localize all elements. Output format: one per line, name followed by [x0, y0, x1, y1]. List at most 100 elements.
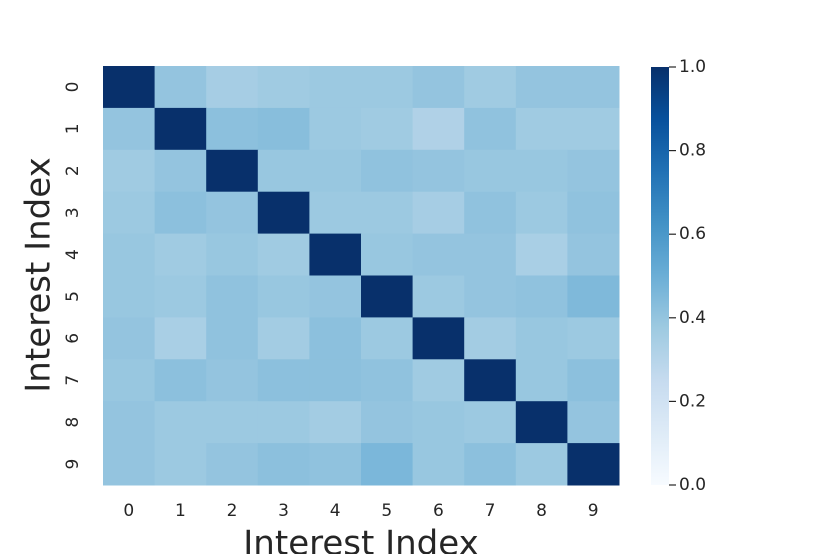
- heatmap-cell: [309, 233, 362, 276]
- x-tick-label: 8: [536, 501, 547, 521]
- heatmap-cell: [103, 149, 156, 193]
- heatmap-cell: [412, 191, 465, 235]
- heatmap-cell: [154, 401, 207, 444]
- heatmap-cell: [154, 66, 207, 109]
- heatmap-cell: [206, 191, 259, 235]
- heatmap-cell: [154, 443, 207, 486]
- heatmap-cell: [361, 149, 414, 193]
- heatmap-cell: [361, 191, 414, 235]
- colorbar-tick-label: 0.0: [679, 475, 706, 495]
- heatmap-cell: [103, 359, 156, 402]
- heatmap-cell: [412, 443, 465, 486]
- heatmap-cell: [515, 149, 568, 193]
- colorbar: [651, 67, 669, 485]
- heatmap-cell: [515, 107, 568, 151]
- heatmap-cell: [567, 149, 620, 193]
- heatmap-cell: [154, 233, 207, 276]
- y-tick-label: 9: [63, 459, 83, 470]
- heatmap-cell: [206, 233, 259, 276]
- colorbar-tick-label: 0.8: [679, 141, 706, 161]
- y-tick-label: 2: [63, 165, 83, 176]
- x-tick-label: 3: [278, 501, 289, 521]
- heatmap-cell: [257, 275, 310, 318]
- heatmap-cell: [567, 359, 620, 402]
- heatmap-cell: [103, 275, 156, 318]
- heatmap-cell: [515, 191, 568, 235]
- x-tick-label: 6: [433, 501, 444, 521]
- heatmap-cell: [361, 233, 414, 276]
- heatmap-cell: [515, 275, 568, 318]
- colorbar-tick-label: 1.0: [679, 57, 706, 77]
- heatmap-cell: [309, 443, 362, 486]
- heatmap-cell: [309, 275, 362, 318]
- heatmap-cell: [567, 233, 620, 276]
- heatmap-cell: [206, 275, 259, 318]
- heatmap-cell: [464, 443, 517, 486]
- heatmap-cell: [567, 401, 620, 444]
- heatmap-cell: [567, 191, 620, 235]
- heatmap-cell: [412, 317, 465, 360]
- heatmap-cell: [412, 233, 465, 276]
- y-tick-label: 7: [63, 375, 83, 386]
- heatmap-cell: [567, 443, 620, 486]
- heatmap-cell: [515, 359, 568, 402]
- heatmap-cell: [412, 66, 465, 109]
- y-tick-label: 8: [63, 417, 83, 428]
- heatmap-cell: [567, 317, 620, 360]
- heatmap-cell: [515, 443, 568, 486]
- y-tick-label: 5: [63, 291, 83, 302]
- x-tick-label: 0: [123, 501, 134, 521]
- heatmap-cell: [464, 275, 517, 318]
- heatmap-cell: [412, 359, 465, 402]
- heatmap-cell: [361, 107, 414, 151]
- heatmap-cell: [206, 443, 259, 486]
- x-tick-label: 9: [588, 501, 599, 521]
- heatmap-cell: [412, 107, 465, 151]
- heatmap-cell: [464, 233, 517, 276]
- heatmap-cell: [464, 401, 517, 444]
- heatmap-cell: [515, 66, 568, 109]
- heatmap-cell: [257, 149, 310, 193]
- heatmap-cell: [567, 66, 620, 109]
- heatmap-cell: [515, 233, 568, 276]
- heatmap-cell: [103, 107, 156, 151]
- x-tick-label: 4: [330, 501, 341, 521]
- heatmap-cell: [412, 401, 465, 444]
- heatmap-cell: [309, 66, 362, 109]
- colorbar-tick-label: 0.4: [679, 308, 706, 328]
- heatmap-cell: [309, 401, 362, 444]
- heatmap-cell: [361, 401, 414, 444]
- heatmap-cell: [257, 66, 310, 109]
- y-tick-label: 0: [63, 82, 83, 93]
- heatmap-cell: [154, 359, 207, 402]
- y-tick-label: 1: [63, 123, 83, 134]
- heatmap-cell: [103, 191, 156, 235]
- y-tick-label: 4: [63, 249, 83, 260]
- heatmap-cell: [464, 66, 517, 109]
- heatmap-cell: [154, 317, 207, 360]
- colorbar-tick-label: 0.6: [679, 224, 706, 244]
- heatmap-cell: [257, 443, 310, 486]
- x-tick-label: 1: [175, 501, 186, 521]
- heatmap-cell: [309, 359, 362, 402]
- heatmap-cell: [206, 359, 259, 402]
- heatmap-cell: [206, 66, 259, 109]
- heatmap-cell: [361, 317, 414, 360]
- heatmap-cell: [257, 359, 310, 402]
- heatmap-cell: [154, 149, 207, 193]
- heatmap-cell: [464, 191, 517, 235]
- heatmap-cell: [464, 107, 517, 151]
- heatmap-cell: [567, 107, 620, 151]
- heatmap-cell: [361, 66, 414, 109]
- x-tick-label: 7: [485, 501, 496, 521]
- heatmap-cell: [206, 317, 259, 360]
- y-axis-label: Interest Index: [19, 157, 59, 392]
- heatmap-cell: [257, 107, 310, 151]
- heatmap-cell: [309, 317, 362, 360]
- heatmap-cell: [257, 233, 310, 276]
- heatmap-cell: [103, 443, 156, 486]
- heatmap-cell: [257, 401, 310, 444]
- heatmap-cell: [103, 233, 156, 276]
- heatmap-cell: [412, 275, 465, 318]
- heatmap-cell: [361, 443, 414, 486]
